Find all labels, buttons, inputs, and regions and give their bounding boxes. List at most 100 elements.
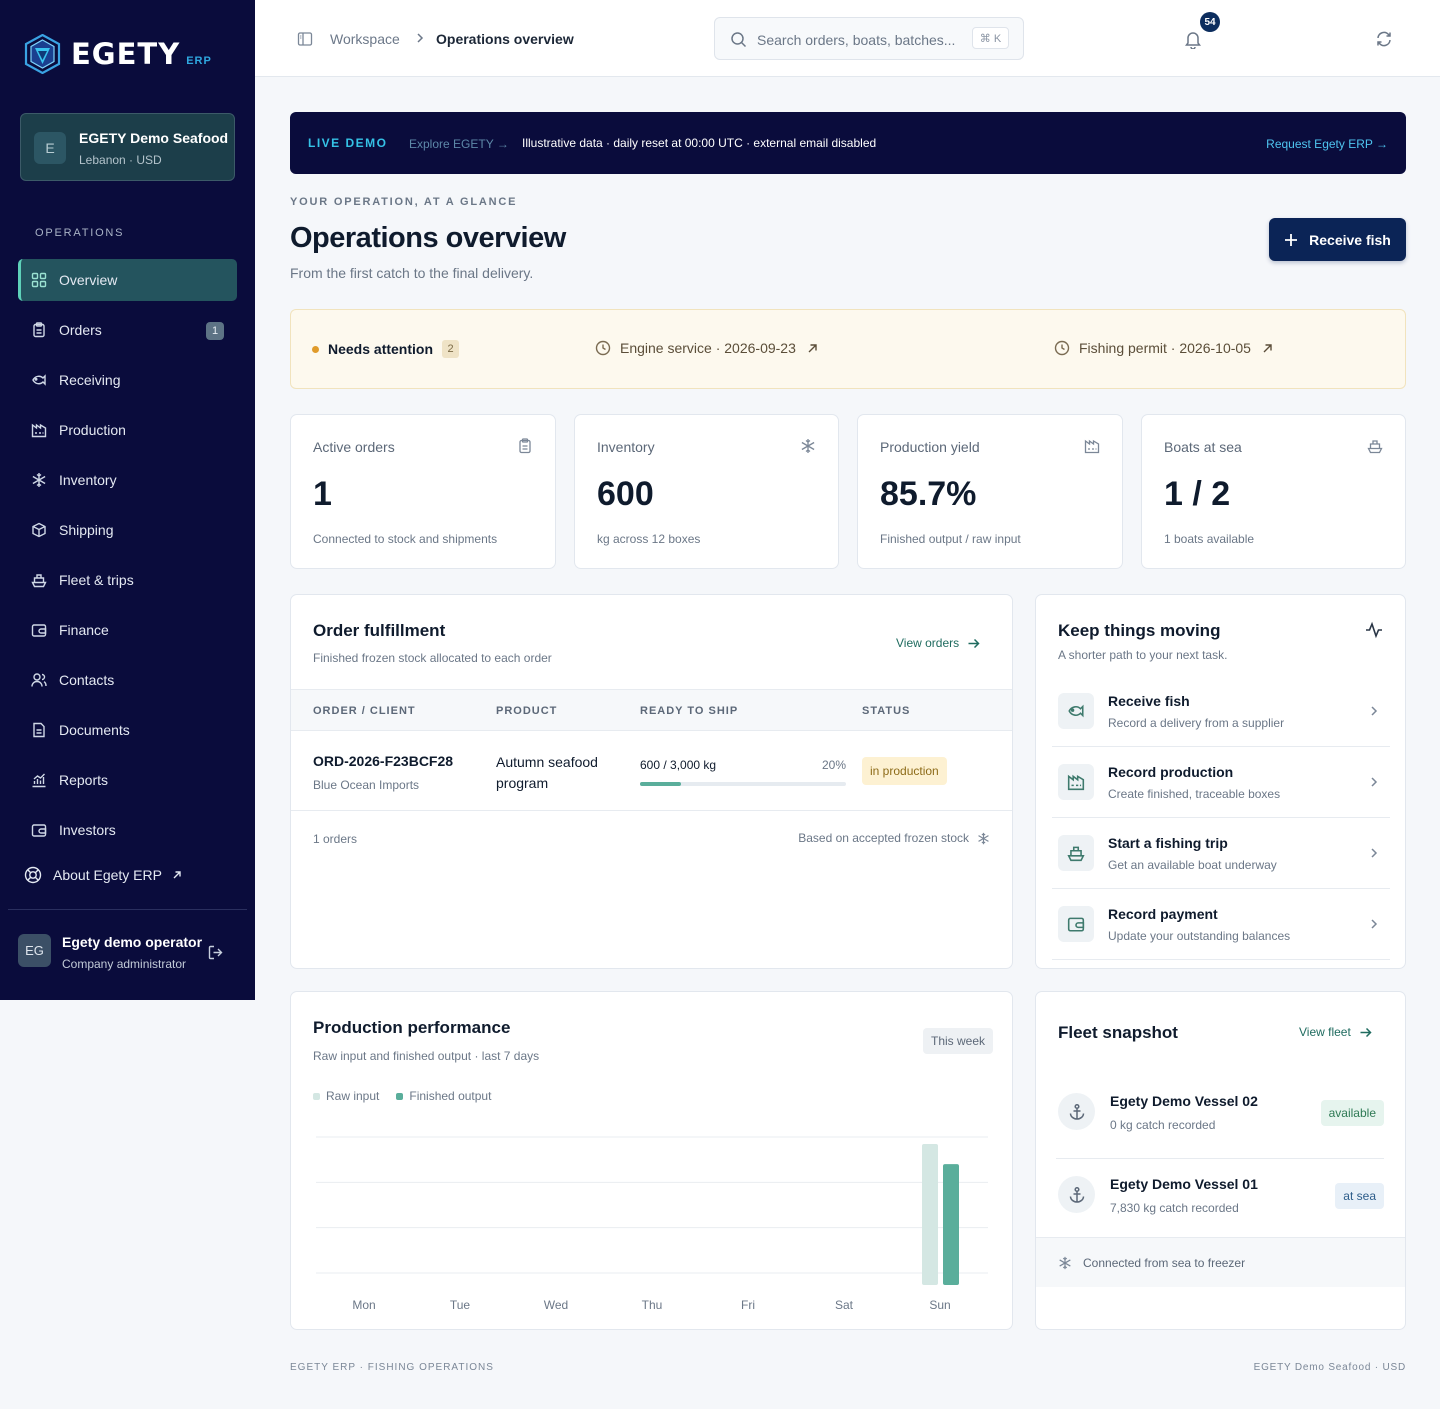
kpi-label: Inventory [597,439,655,455]
chevron-right-icon [1371,777,1378,787]
kpi-active-orders[interactable]: Active orders 1 Connected to stock and s… [290,414,556,569]
request-erp-link[interactable]: Request Egety ERP → [1266,137,1388,151]
vessel-icon [1058,1093,1095,1130]
card-subtitle: Finished frozen stock allocated to each … [313,651,552,665]
orders-count-badge: 1 [206,322,224,340]
grid-icon [31,272,47,288]
user-profile[interactable]: EG Egety demo operator Company administr… [18,934,238,974]
ready-progress-fill [640,782,682,786]
refresh-icon[interactable] [1375,30,1393,48]
sidebar-toggle-icon[interactable] [297,31,313,47]
explore-link[interactable]: Explore EGETY → [409,137,509,151]
attention-item[interactable]: Fishing permit · 2026-10-05 [1054,340,1273,356]
x-tick-label: Thu [642,1298,663,1312]
snowflake-icon [32,473,46,487]
sidebar-item-label: Fleet & trips [59,572,134,588]
quick-action-receive-fish[interactable]: Receive fish Record a delivery from a su… [1052,676,1390,747]
live-demo-label: LIVE DEMO [308,136,388,150]
table-header: ORDER / CLIENT PRODUCT READY TO SHIP STA… [291,689,1012,731]
sidebar-item-orders[interactable]: Orders 1 [18,309,237,351]
clipboard-icon [519,438,531,454]
lifebuoy-icon [24,866,42,884]
about-label: About Egety ERP [53,867,162,883]
attention-label: Needs attention [328,341,434,357]
view-fleet-link[interactable]: View fleet [1299,1025,1372,1039]
external-arrow-icon [808,343,817,352]
clock-icon [1054,340,1070,356]
order-id: ORD-2026-F23BCF28 [313,753,454,769]
quick-action-title: Record production [1108,764,1234,780]
arrow-right-icon [968,638,980,648]
sidebar-item-investors[interactable]: Investors [18,809,237,851]
wallet-icon [31,824,47,837]
vessel-name: Egety Demo Vessel 02 [1110,1093,1258,1109]
factory-icon [1067,774,1085,791]
sidebar-item-label: Inventory [59,472,117,488]
sidebar-item-fleet-trips[interactable]: Fleet & trips [18,559,237,601]
kpi-boats-at-sea[interactable]: Boats at sea 1 / 2 1 boats available [1141,414,1406,569]
bar-finished-output[interactable] [943,1164,959,1285]
quick-action-sub: Create finished, traceable boxes [1108,787,1281,801]
row-divider [291,810,1012,811]
x-tick-label: Wed [544,1298,568,1312]
receive-fish-label: Receive fish [1309,231,1391,248]
fish-icon [1068,704,1084,718]
column-header: PRODUCT [496,705,558,717]
footer-note: Based on accepted frozen stock [798,831,990,845]
egety-logo-icon [24,34,61,74]
view-orders-link[interactable]: View orders [896,636,980,650]
sidebar-item-documents[interactable]: Documents [18,709,237,751]
vessel-item[interactable]: Egety Demo Vessel 02 0 kg catch recorded… [1056,1076,1384,1159]
about-link[interactable]: About Egety ERP [24,866,182,884]
chevron-right-icon [1371,706,1378,716]
quick-action-record-production[interactable]: Record production Create finished, trace… [1052,747,1390,818]
legend-swatch [313,1093,320,1100]
x-tick-label: Tue [450,1298,471,1312]
order-fulfillment-card: Order fulfillment Finished frozen stock … [290,594,1013,969]
sidebar-item-shipping[interactable]: Shipping [18,509,237,551]
company-switcher[interactable]: E EGETY Demo Seafood Lebanon · USD [20,113,235,181]
sidebar-item-production[interactable]: Production [18,409,237,451]
kpi-production-yield[interactable]: Production yield 85.7% Finished output /… [857,414,1123,569]
receive-fish-button[interactable]: Receive fish [1269,218,1406,261]
chevron-right-icon [1371,848,1378,858]
company-avatar: E [34,132,66,164]
footer-right: EGETY Demo Seafood · USD [1253,1362,1406,1373]
sidebar-item-reports[interactable]: Reports [18,759,237,801]
page-title: Operations overview [290,222,566,254]
nav-section-title: OPERATIONS [35,227,125,239]
vessel-item[interactable]: Egety Demo Vessel 01 7,830 kg catch reco… [1056,1159,1384,1242]
sidebar: EGETY ERP E EGETY Demo Seafood Lebanon ·… [0,0,255,1000]
footer-note-label: Based on accepted frozen stock [798,831,969,845]
sidebar-item-contacts[interactable]: Contacts [18,659,237,701]
kpi-value: 600 [597,475,654,513]
clock-icon [595,340,611,356]
breadcrumb-workspace[interactable]: Workspace [330,31,400,47]
card-title: Fleet snapshot [1058,1023,1178,1042]
vessel-catch: 7,830 kg catch recorded [1110,1201,1239,1215]
kpi-inventory[interactable]: Inventory 600 kg across 12 boxes [574,414,839,569]
demo-info: Illustrative data · daily reset at 00:00… [522,136,877,150]
bar-raw-input[interactable] [922,1144,938,1285]
user-name: Egety demo operator [62,934,203,950]
card-title: Keep things moving [1058,621,1221,640]
period-badge[interactable]: This week [923,1028,994,1054]
search-shortcut: ⌘ K [972,27,1009,49]
sidebar-item-receiving[interactable]: Receiving [18,359,237,401]
brand-logo[interactable]: EGETY ERP [24,34,212,74]
package-icon [32,522,46,538]
quick-action-record-payment[interactable]: Record payment Update your outstanding b… [1052,889,1390,960]
logout-icon[interactable] [207,944,224,961]
sidebar-item-finance[interactable]: Finance [18,609,237,651]
attention-count: 2 [442,340,459,358]
production-performance-card: Production performance Raw input and fin… [290,991,1013,1330]
attention-item-label: Engine service · 2026-09-23 [620,340,796,356]
bell-icon[interactable] [1183,29,1203,49]
search-input[interactable]: Search orders, boats, batches... ⌘ K [714,17,1024,60]
attention-item[interactable]: Engine service · 2026-09-23 [595,340,818,356]
topbar: Workspace Operations overview Search ord… [255,0,1440,77]
sidebar-item-overview[interactable]: Overview [18,259,237,301]
quick-action-start-trip[interactable]: Start a fishing trip Get an available bo… [1052,818,1390,889]
snowflake-icon [978,832,989,844]
sidebar-item-inventory[interactable]: Inventory [18,459,237,501]
